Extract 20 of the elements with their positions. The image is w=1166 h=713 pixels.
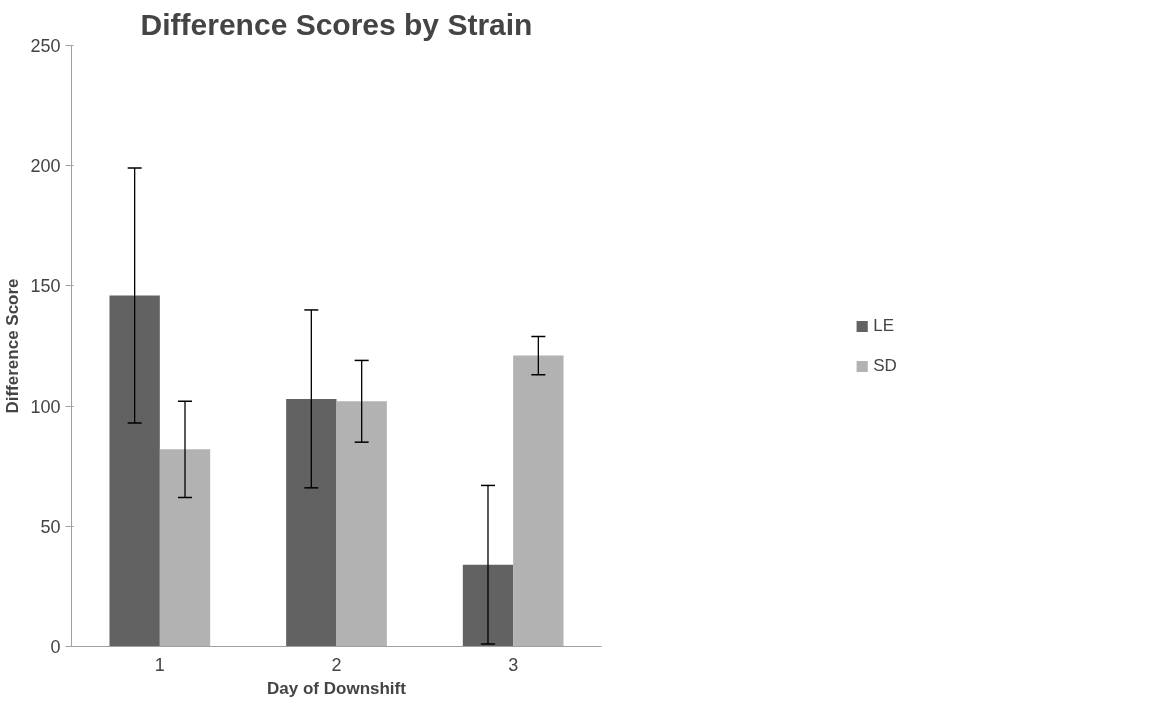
x-tick-label: 3 [508, 654, 519, 675]
x-axis-title: Day of Downshift [267, 678, 407, 698]
bar [286, 398, 337, 647]
y-tick-label: 0 [50, 637, 61, 657]
bar [159, 449, 211, 647]
y-tick-label: 250 [30, 36, 61, 56]
bar [513, 355, 564, 647]
chart-title: Difference Scores by Strain [140, 7, 533, 41]
y-tick-label: 200 [30, 156, 61, 177]
y-tick-label: 50 [40, 516, 61, 537]
legend-label: LE [873, 315, 894, 336]
bar [462, 564, 514, 647]
y-tick-label: 150 [30, 276, 61, 297]
bar [109, 295, 160, 647]
x-tick-label: 1 [154, 654, 165, 675]
bar [336, 401, 387, 647]
y-axis-title: Difference Score [3, 278, 23, 414]
x-tick-label: 2 [331, 654, 342, 675]
y-tick-label: 100 [30, 396, 61, 417]
legend-label: SD [873, 355, 897, 376]
